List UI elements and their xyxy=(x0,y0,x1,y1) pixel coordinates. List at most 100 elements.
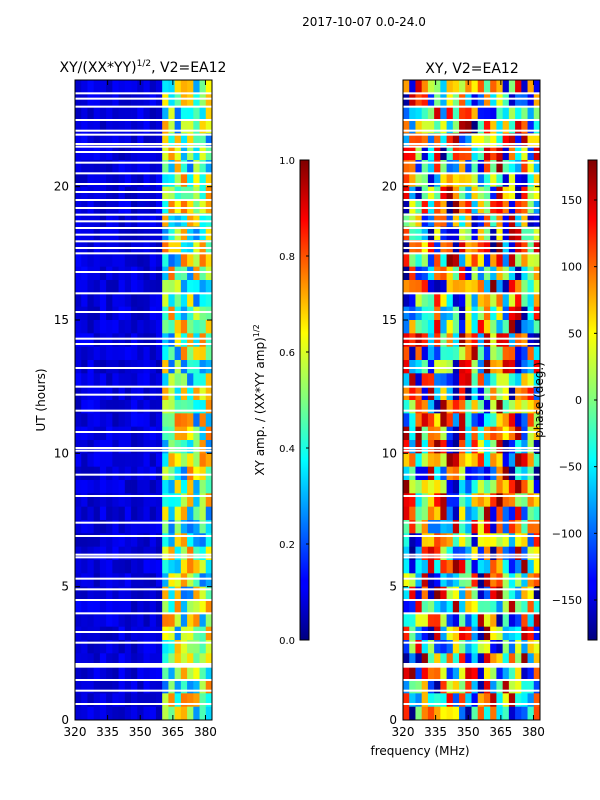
left-heatmap-cell xyxy=(118,160,126,174)
left-heatmap-cell xyxy=(187,266,194,281)
left-flagged-row xyxy=(75,199,212,201)
left-heatmap-cell xyxy=(187,440,194,454)
left-heatmap-cell xyxy=(118,133,126,148)
left-heatmap-cell xyxy=(149,600,157,614)
left-heatmap-cell xyxy=(174,360,182,374)
left-heatmap-cell xyxy=(168,680,176,694)
right-heatmap-cell xyxy=(409,466,416,481)
right-heatmap-cell xyxy=(471,573,479,588)
right-heatmap-cell xyxy=(465,600,472,614)
right-heatmap-cell xyxy=(421,520,429,534)
right-ytick-label: 5 xyxy=(389,580,397,594)
right-heatmap-cell xyxy=(533,333,541,348)
left-heatmap-cell xyxy=(143,160,151,174)
left-heatmap-cell xyxy=(131,533,138,548)
right-flagged-row xyxy=(403,431,540,433)
right-heatmap-cell xyxy=(521,333,528,348)
right-heatmap-cell xyxy=(446,293,454,308)
right-flagged-row xyxy=(403,271,540,273)
right-heatmap-cell xyxy=(527,520,535,534)
left-heatmap-cell xyxy=(75,706,82,721)
right-heatmap-cell xyxy=(508,386,516,401)
left-heatmap-cell xyxy=(118,306,126,321)
right-flagged-row xyxy=(403,679,540,681)
left-heatmap-cell xyxy=(93,146,101,161)
left-heatmap-cell xyxy=(118,426,126,441)
left-heatmap-cell xyxy=(168,560,176,574)
right-heatmap-cell xyxy=(471,360,479,374)
left-heatmap-cell xyxy=(168,240,176,254)
left-heatmap-cell xyxy=(143,506,151,521)
right-heatmap-cell xyxy=(490,226,497,241)
left-heatmap-cell xyxy=(180,480,188,494)
right-heatmap-cell xyxy=(496,200,504,214)
left-heatmap-cell xyxy=(143,106,151,121)
left-heatmap-cell xyxy=(199,320,207,334)
right-heatmap-cell xyxy=(533,426,541,441)
left-heatmap-cell xyxy=(205,240,213,254)
right-heatmap-cell xyxy=(434,120,441,134)
left-heatmap-cell xyxy=(149,373,157,388)
left-heatmap-cell xyxy=(155,186,163,201)
right-heatmap-cell xyxy=(515,573,522,588)
right-heatmap-cell xyxy=(508,253,516,268)
left-heatmap-cell xyxy=(168,520,176,534)
right-heatmap-cell xyxy=(427,680,435,694)
left-heatmap-cell xyxy=(93,186,101,201)
left-heatmap-cell xyxy=(193,160,200,174)
left-heatmap-cell xyxy=(81,266,88,281)
right-heatmap-cell xyxy=(403,80,410,94)
left-heatmap-cell xyxy=(106,506,113,521)
right-heatmap-cell xyxy=(496,680,504,694)
left-heatmap-cell xyxy=(143,120,151,134)
left-heatmap-cell xyxy=(143,560,151,574)
left-flagged-row xyxy=(75,343,212,345)
right-heatmap-cell xyxy=(515,266,522,281)
left-heatmap-cell xyxy=(199,480,207,494)
right-flagged-row xyxy=(403,612,540,615)
left-heatmap-cell xyxy=(193,426,200,441)
right-heatmap-cell xyxy=(421,106,429,121)
right-heatmap-cell xyxy=(446,333,454,348)
right-heatmap-cell xyxy=(490,360,497,374)
left-heatmap-cell xyxy=(75,386,82,401)
right-heatmap-cell xyxy=(409,613,416,628)
right-heatmap-cell xyxy=(502,280,510,294)
left-heatmap-cell xyxy=(162,600,169,614)
left-heatmap-cell xyxy=(174,293,182,308)
right-heatmap-cell xyxy=(471,480,479,494)
left-heatmap-cell xyxy=(99,440,107,454)
right-heatmap-cell xyxy=(471,546,479,561)
right-heatmap-cell xyxy=(440,266,447,281)
left-heatmap-cell xyxy=(81,146,88,161)
right-flagged-row xyxy=(403,292,540,295)
left-flagged-row xyxy=(75,689,212,692)
right-heatmap-cell xyxy=(521,306,528,321)
right-heatmap-cell xyxy=(427,80,435,94)
right-heatmap-cell xyxy=(508,346,516,361)
left-heatmap-cell xyxy=(75,560,82,574)
right-heatmap-cell xyxy=(477,693,485,708)
left-heatmap-cell xyxy=(143,626,151,641)
left-heatmap-cell xyxy=(131,400,138,414)
left-heatmap-cell xyxy=(168,613,176,628)
left-heatmap-cell xyxy=(106,666,113,681)
right-flagged-row xyxy=(403,191,540,193)
right-heatmap-cell xyxy=(490,693,497,708)
left-heatmap-cell xyxy=(174,400,182,414)
left-heatmap-cell xyxy=(205,453,213,468)
right-heatmap-cell xyxy=(465,653,472,668)
left-heatmap-cell xyxy=(124,266,132,281)
right-heatmap-cell xyxy=(515,640,522,654)
left-heatmap-cell xyxy=(99,320,107,334)
left-heatmap-cell xyxy=(99,480,107,494)
left-heatmap-cell xyxy=(75,80,82,94)
right-heatmap-cell xyxy=(477,253,485,268)
left-heatmap-cell xyxy=(87,226,95,241)
right-heatmap-cell xyxy=(427,613,435,628)
right-heatmap-cell xyxy=(483,186,491,201)
left-heatmap-cell xyxy=(205,186,213,201)
right-heatmap-cell xyxy=(409,346,416,361)
left-heatmap-cell xyxy=(87,653,95,668)
left-heatmap-cell xyxy=(81,533,88,548)
